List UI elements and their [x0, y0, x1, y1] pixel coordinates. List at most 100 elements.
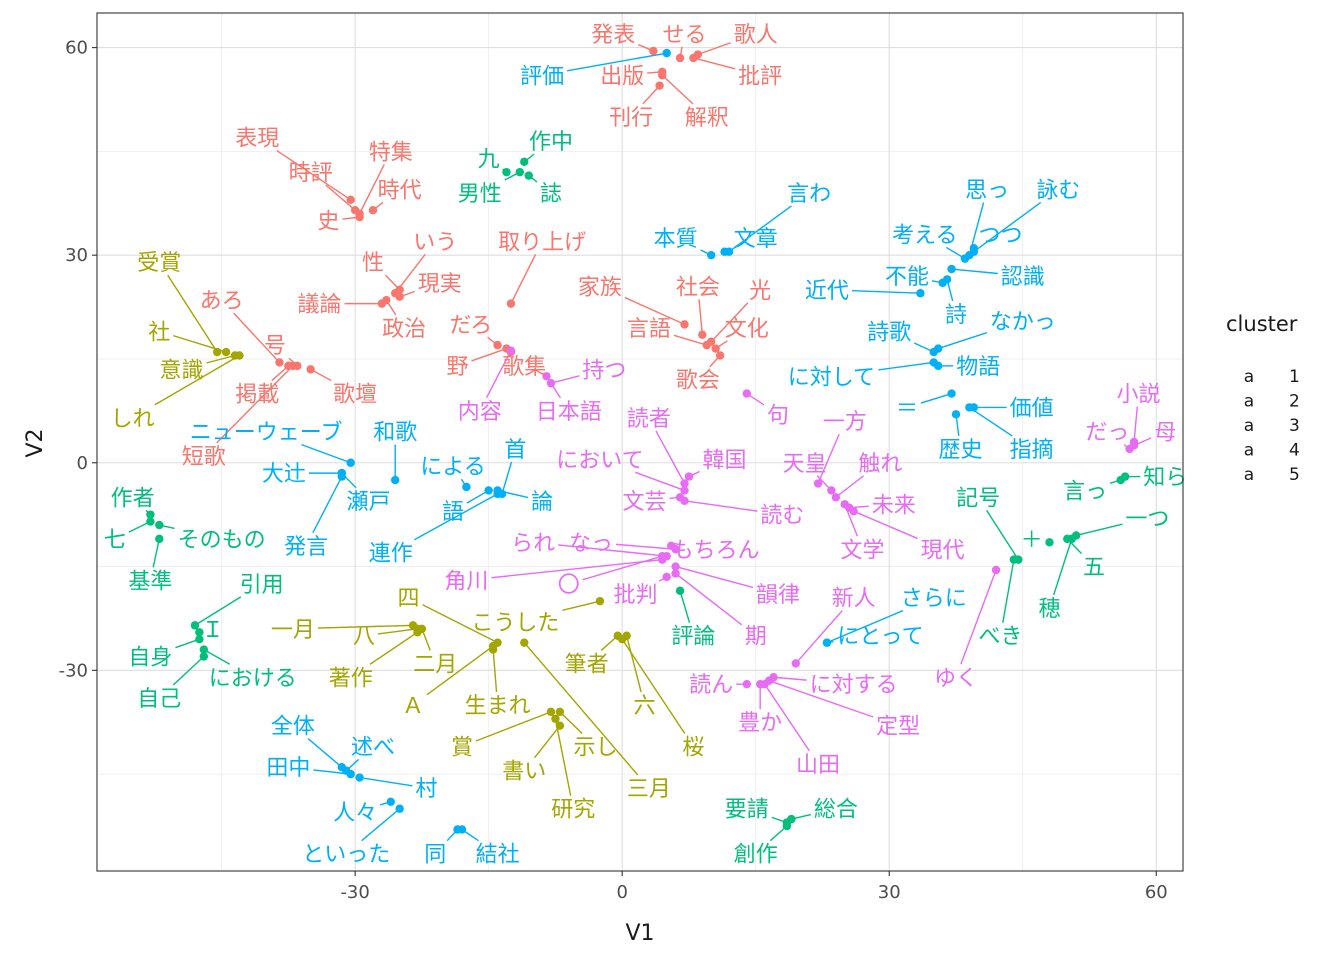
legend-key: a: [1244, 416, 1254, 436]
leader-line: [835, 475, 865, 498]
point-label: 発表: [591, 23, 635, 48]
point-label: 首: [504, 438, 526, 463]
point-label: もちろん: [672, 538, 760, 563]
data-point: [199, 652, 209, 661]
point-label: 近代: [805, 279, 849, 304]
point-label: 韓国: [703, 448, 747, 473]
leader-line: [471, 347, 507, 362]
legend-key: a: [1244, 367, 1254, 387]
data-point: [698, 330, 707, 339]
point-label: 山田: [796, 753, 840, 778]
data-point: [916, 289, 925, 298]
point-label: 自己: [137, 687, 181, 712]
data-point: [235, 351, 244, 360]
point-label: 定型: [876, 715, 920, 740]
point-label: 特集: [369, 140, 413, 165]
data-point: [391, 475, 400, 485]
point-label: られ: [511, 531, 555, 556]
leader-line: [853, 510, 918, 540]
point-label: 現代: [921, 538, 965, 563]
point-label: 不能: [885, 265, 929, 290]
point-label: 一つ: [1125, 507, 1169, 532]
point-label: 論: [531, 490, 553, 515]
leader-line: [851, 290, 921, 294]
point-label: 大辻: [262, 462, 306, 487]
point-label: 書い: [502, 760, 546, 785]
point-label: 言っ: [1063, 479, 1107, 504]
leader-line: [558, 544, 667, 557]
leader-line: [826, 610, 904, 644]
point-label: ＝: [896, 396, 918, 421]
leader-line: [491, 558, 663, 579]
point-label: 歌人: [734, 23, 778, 48]
point-label: 物語: [956, 355, 1000, 380]
x-axis-ticks: -30 0 30 60: [340, 871, 1168, 903]
point-label: 示し: [573, 735, 617, 760]
point-label: 解釈: [685, 106, 729, 131]
data-point: [742, 679, 752, 689]
leader-line: [675, 565, 754, 589]
leader-line: [675, 572, 743, 626]
data-point: [827, 486, 836, 495]
point-label: 光: [749, 279, 771, 304]
point-label: Ａ: [402, 694, 424, 719]
point-label: 和歌: [373, 421, 417, 446]
leader-line: [625, 635, 642, 693]
data-point: [199, 645, 209, 654]
point-label: 考える: [892, 223, 957, 248]
leader-line: [233, 312, 280, 363]
y-tick-label: 0: [77, 453, 88, 474]
leader-line: [422, 604, 498, 644]
point-label: 内容: [458, 400, 502, 425]
data-point: [221, 347, 231, 357]
point-label: 歌集: [502, 355, 546, 380]
data-point: [306, 365, 315, 374]
legend-label: 4: [1289, 441, 1300, 461]
point-label: に対して: [788, 365, 875, 390]
point-label: 批評: [738, 64, 782, 89]
point-label: 句: [767, 403, 789, 428]
point-label: 自身: [128, 646, 172, 671]
point-label: 三月: [627, 777, 671, 802]
point-label: 作中: [529, 130, 573, 155]
data-point: [715, 351, 725, 360]
data-point: [346, 458, 355, 467]
data-point: [675, 53, 685, 63]
data-point: [524, 171, 533, 180]
data-point: [791, 659, 800, 668]
point-label: 八: [353, 625, 375, 650]
data-point: [551, 714, 560, 723]
leader-line: [475, 711, 552, 742]
data-point: [355, 773, 364, 782]
data-point: [707, 250, 716, 260]
leader-line: [559, 711, 583, 734]
point-label: 未来: [872, 493, 916, 518]
point-label: なっ: [569, 531, 613, 556]
leader-line: [361, 808, 401, 842]
point-label: 結社: [476, 843, 520, 868]
data-point: [840, 500, 849, 509]
data-point: [617, 635, 627, 644]
point-label: 時代: [378, 178, 422, 203]
point-label: 人々: [333, 801, 377, 826]
point-label: 穂: [1038, 597, 1060, 622]
data-point: [386, 797, 395, 807]
point-label: つつ: [979, 223, 1023, 248]
leader-line: [358, 164, 385, 214]
point-label: 現実: [418, 272, 462, 297]
point-label: 七: [104, 528, 126, 553]
point-label: 記号: [956, 486, 1000, 511]
point-label: 読ん: [689, 673, 733, 698]
data-point: [1120, 472, 1130, 481]
point-label: 発言: [284, 535, 328, 560]
data-point: [655, 81, 664, 90]
point-label: 触れ: [858, 452, 902, 477]
leader-line: [550, 375, 580, 384]
data-point: [515, 167, 525, 177]
leader-line: [1076, 523, 1123, 537]
point-label: 評論: [671, 625, 715, 650]
point-label: 二月: [413, 652, 457, 677]
point-label: Ｉ: [202, 618, 224, 643]
leader-line: [359, 776, 413, 787]
